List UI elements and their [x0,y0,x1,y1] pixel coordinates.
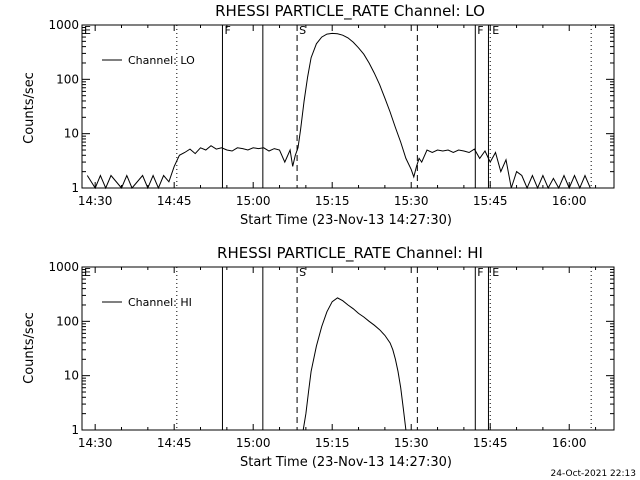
series-line [86,32,591,190]
x-tick-label: 14:30 [78,194,113,208]
y-tick-label: 100 [56,72,79,86]
annotation-flag: S [299,24,306,37]
legend-label: Channel: LO [128,54,195,67]
annotation-flag: F [477,266,483,279]
annotation-flag: E [492,266,499,279]
x-tick-label: 14:45 [157,436,192,450]
x-tick-label: 15:45 [473,436,508,450]
annotation-flag: E [84,24,91,37]
y-tick-label: 10 [64,127,79,141]
x-tick-label: 15:00 [236,194,271,208]
x-tick-label: 15:15 [315,194,350,208]
y-tick-label: 1000 [48,18,79,32]
x-tick-label: 16:00 [552,194,587,208]
annotation-flag: S [299,266,306,279]
y-tick-label: 1 [71,423,79,437]
plot-frame [81,266,615,431]
series-line [302,297,407,431]
annotation-flag: F [224,24,230,37]
x-axis-label: Start Time (23-Nov-13 14:27:30) [240,213,452,228]
timestamp: 24-Oct-2021 22:13 [551,469,636,479]
y-axis-label: Counts/sec [22,72,37,144]
annotation-flag: E [492,24,499,37]
legend-label: Channel: HI [128,296,192,309]
annotation-flag: E [84,266,91,279]
y-tick-label: 10 [64,369,79,383]
x-tick-label: 14:30 [78,436,113,450]
x-tick-label: 15:45 [473,194,508,208]
x-tick-label: 15:30 [394,436,429,450]
y-tick-label: 100 [56,314,79,328]
plot-frame [81,24,615,189]
x-tick-label: 15:15 [315,436,350,450]
x-tick-label: 16:00 [552,436,587,450]
y-tick-label: 1000 [48,260,79,274]
x-axis-label: Start Time (23-Nov-13 14:27:30) [240,455,452,470]
y-tick-label: 1 [71,181,79,195]
y-axis-label: Counts/sec [22,312,37,384]
x-tick-label: 14:45 [157,194,192,208]
x-tick-label: 15:30 [394,194,429,208]
chart-title: RHESSI PARTICLE_RATE Channel: LO [215,2,485,21]
chart-title: RHESSI PARTICLE_RATE Channel: HI [217,244,483,263]
annotation-flag: F [477,24,483,37]
x-tick-label: 15:00 [236,436,271,450]
